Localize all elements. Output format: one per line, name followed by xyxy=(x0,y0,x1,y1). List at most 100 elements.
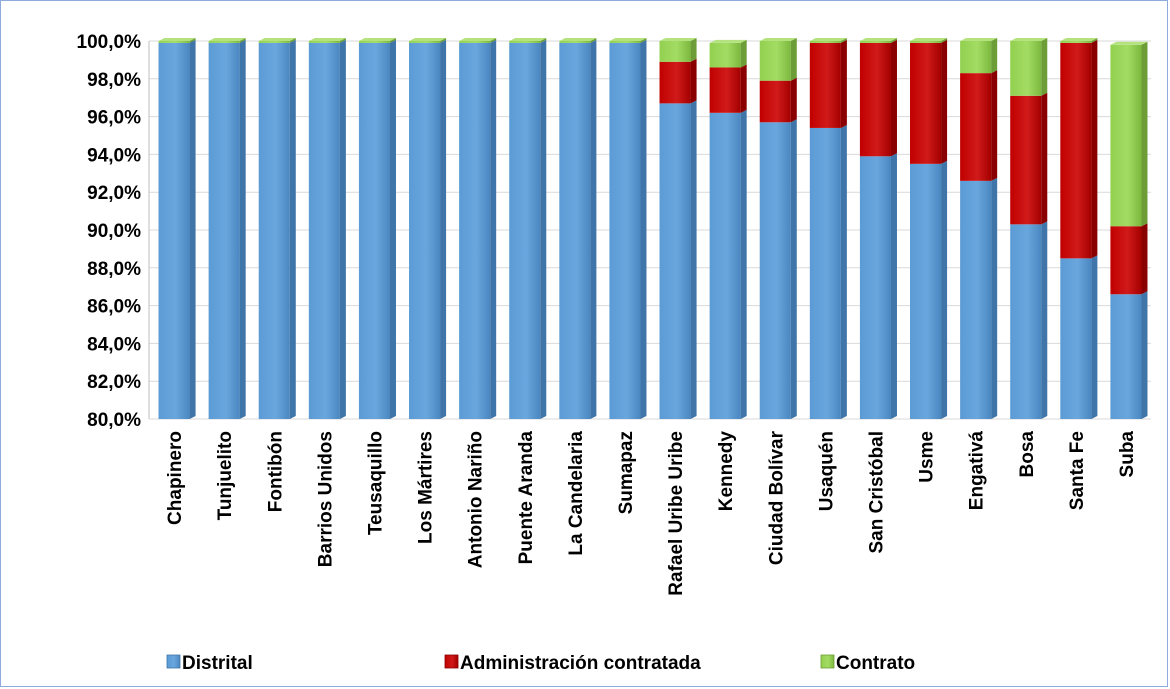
y-axis: 80,0% 82,0% 84,0% 86,0% 88,0% 90,0% 92,0% 94,0%… xyxy=(77,32,150,431)
bar-segment xyxy=(809,42,841,128)
bar-top-cap xyxy=(459,38,497,41)
bar-segment xyxy=(659,61,691,104)
bar-segment-side xyxy=(790,77,797,123)
bar-segment xyxy=(559,42,591,419)
bar-segment xyxy=(509,41,541,43)
y-tick-label: 88,0% xyxy=(87,259,141,280)
bar-stack xyxy=(659,38,697,420)
bar-segment xyxy=(509,42,541,419)
bar-stack xyxy=(308,38,346,419)
bar-segment-side xyxy=(289,39,296,419)
bar-segment xyxy=(158,42,190,419)
bar-segment xyxy=(759,41,791,81)
bar-segment xyxy=(809,41,841,43)
x-tick-label: Suba xyxy=(1117,431,1138,478)
bar-stack xyxy=(960,38,998,419)
bar-top-cap xyxy=(559,38,597,41)
x-tick-label: Rafael Uribe Uribe xyxy=(666,431,687,596)
y-tick-label: 80,0% xyxy=(87,410,141,431)
bar-segment xyxy=(1010,41,1042,96)
x-tick-label: Puente Aranda xyxy=(516,431,537,565)
bar-stack xyxy=(759,38,797,420)
bar-top-cap xyxy=(809,38,847,41)
bar-segment xyxy=(308,41,340,43)
y-tick-label: 84,0% xyxy=(87,334,141,355)
bar-segment-side xyxy=(239,38,246,43)
bar-segment-side xyxy=(339,38,346,43)
bar-segment-side xyxy=(1041,221,1048,419)
bar-top-cap xyxy=(1010,38,1048,41)
bar-segment-side xyxy=(640,39,647,419)
bar-segment xyxy=(809,127,841,419)
bar-segment-side xyxy=(991,70,998,181)
bar-stack xyxy=(1060,38,1098,419)
y-tick-label: 92,0% xyxy=(87,183,141,204)
bar-segment xyxy=(759,80,791,123)
bar-segment xyxy=(208,42,240,419)
legend-swatch xyxy=(820,654,835,669)
bar-segment-side xyxy=(941,38,948,43)
bar-top-cap xyxy=(509,38,547,41)
bar-segment-side xyxy=(440,38,447,43)
x-tick-label: Usme xyxy=(917,431,938,483)
bar-segment-side xyxy=(840,39,847,128)
legend-swatch xyxy=(444,654,459,669)
bar-top-cap xyxy=(910,38,948,41)
bar-segment xyxy=(609,41,641,43)
bar-segment xyxy=(158,41,190,43)
bar-top-cap xyxy=(609,38,647,41)
bar-segment xyxy=(859,41,891,43)
bar-segment xyxy=(258,42,290,419)
bar-stack xyxy=(158,38,196,419)
bar-top-cap xyxy=(158,38,196,41)
y-tick-label: 100,0% xyxy=(77,32,142,53)
bar-segment xyxy=(1110,226,1142,295)
y-tick-label: 86,0% xyxy=(87,297,141,318)
bar-segment-side xyxy=(740,109,747,419)
bar-segment-side xyxy=(690,58,697,104)
bar-segment-side xyxy=(740,39,747,68)
bar-segment xyxy=(659,41,691,62)
bar-segment xyxy=(1060,258,1092,419)
bar-segment xyxy=(659,103,691,420)
bar-segment xyxy=(308,42,340,419)
x-tick-label: Bosa xyxy=(1017,431,1038,478)
bars xyxy=(158,38,1148,420)
bar-segment xyxy=(258,41,290,43)
bar-top-cap xyxy=(258,38,296,41)
y-tick-label: 90,0% xyxy=(87,221,141,242)
y-tick-label: 96,0% xyxy=(87,108,141,129)
bar-segment-side xyxy=(890,38,897,43)
x-tick-label: Los Mártires xyxy=(416,431,437,544)
bar-stack xyxy=(709,39,747,419)
bar-top-cap xyxy=(409,38,447,41)
y-tick-label: 82,0% xyxy=(87,372,141,393)
bar-segment xyxy=(709,42,741,68)
bar-segment xyxy=(409,42,441,419)
bar-segment-side xyxy=(690,100,697,420)
legend-label: Distrital xyxy=(182,653,253,674)
bar-stack xyxy=(859,38,897,420)
bar-top-cap xyxy=(659,38,697,41)
bar-segment xyxy=(459,41,491,43)
legend: Distrital Administración contratada Contra… xyxy=(166,653,915,674)
bar-segment-side xyxy=(1041,38,1048,96)
bar-stack xyxy=(559,38,597,419)
bar-segment xyxy=(358,41,390,43)
bar-segment-side xyxy=(890,39,897,157)
bar-segment-side xyxy=(289,38,296,43)
bar-stack xyxy=(409,38,447,419)
x-tick-label: Engativá xyxy=(967,431,988,511)
x-tick-label: Antonio Nariño xyxy=(466,431,487,568)
bar-segment xyxy=(1010,95,1042,225)
bar-stack xyxy=(1110,41,1148,419)
bar-segment xyxy=(459,42,491,419)
bar-segment-side xyxy=(790,38,797,81)
bar-segment-side xyxy=(690,38,697,62)
x-tick-label: Barrios Unidos xyxy=(315,431,336,567)
bar-segment xyxy=(759,122,791,420)
bar-segment xyxy=(1010,224,1042,419)
x-tick-label: San Cristóbal xyxy=(866,431,887,553)
